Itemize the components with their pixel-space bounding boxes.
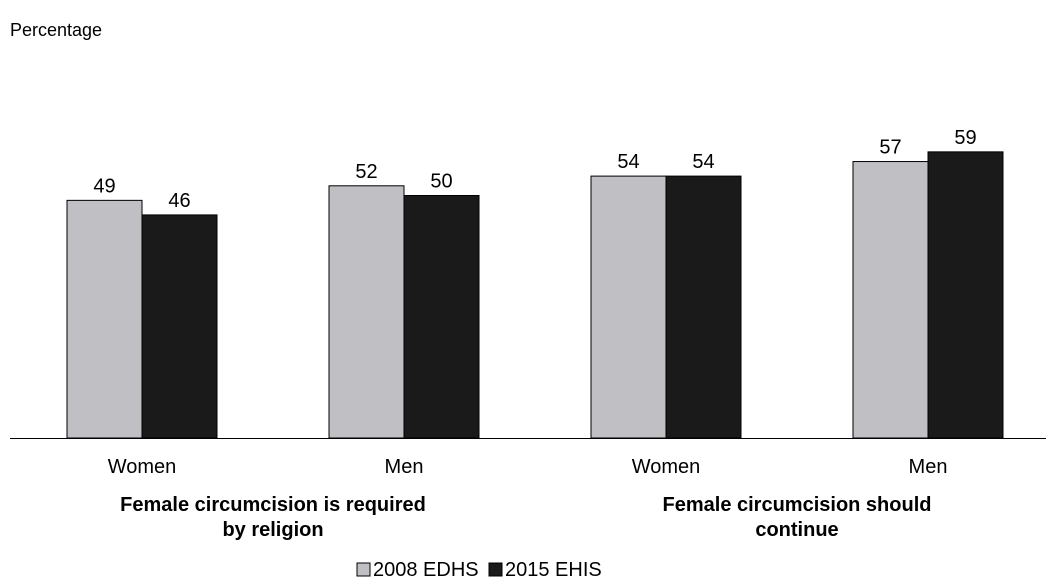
category-labels-layer: Women Men Women Men (108, 456, 948, 478)
legend-label-series-1: 2008 EDHS (373, 559, 479, 581)
value-label-series-1-cat-3: 54 (617, 151, 639, 173)
bar-series-1-cat-2 (328, 185, 405, 439)
group-label-1: Female circumcision is required by religi… (120, 494, 426, 541)
bar-series-1-cat-1 (66, 199, 143, 439)
y-axis-label: Percentage (10, 20, 102, 40)
value-label-series-1-cat-2: 52 (355, 161, 377, 183)
category-label-2: Men (385, 456, 424, 478)
group-label-2: Female circumcision should continue (663, 494, 932, 541)
legend-swatch-series-1 (356, 562, 371, 577)
legend: 2008 EDHS 2015 EHIS (356, 559, 602, 581)
bar-series-2-cat-4 (927, 151, 1004, 439)
bar-series-1-cat-3 (590, 175, 667, 439)
value-label-series-2-cat-4: 59 (954, 127, 976, 149)
value-label-series-2-cat-1: 46 (168, 190, 190, 212)
bar-series-1-cat-4 (852, 161, 929, 439)
group-labels-layer: Female circumcision is required by religi… (120, 494, 931, 541)
value-label-series-2-cat-2: 50 (430, 171, 452, 193)
value-label-series-1-cat-1: 49 (93, 175, 115, 197)
category-label-3: Women (632, 456, 701, 478)
category-label-4: Men (909, 456, 948, 478)
value-label-series-2-cat-3: 54 (692, 151, 714, 173)
bar-series-2-cat-3 (665, 175, 742, 439)
value-label-series-1-cat-4: 57 (879, 137, 901, 159)
bars-layer (66, 151, 1004, 439)
legend-swatch-series-2 (488, 562, 503, 577)
legend-label-series-2: 2015 EHIS (505, 559, 602, 581)
bar-series-2-cat-1 (141, 214, 218, 439)
bar-series-2-cat-2 (403, 195, 480, 439)
category-label-1: Women (108, 456, 177, 478)
value-labels-layer: 49 46 52 50 54 54 57 59 (93, 127, 976, 212)
